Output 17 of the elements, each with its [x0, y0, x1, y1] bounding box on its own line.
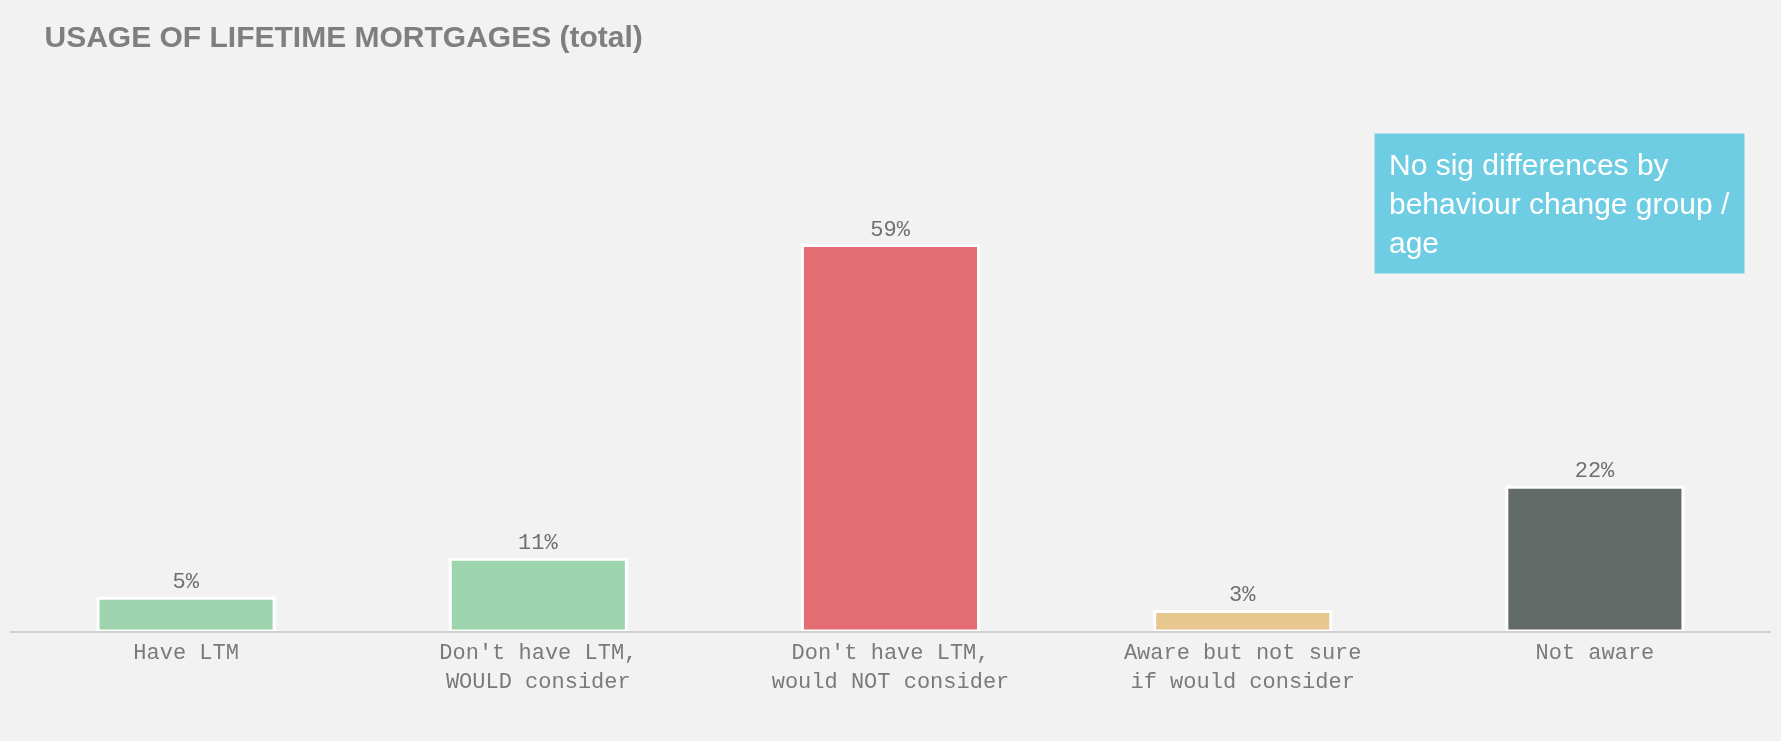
bar	[800, 244, 981, 631]
x-tick-label: Not aware	[1535, 641, 1655, 667]
data-label: 22%	[1574, 459, 1616, 485]
x-tick-label: Have LTM	[133, 641, 239, 667]
data-label: 59%	[870, 217, 911, 243]
x-tick-label: Aware but not sure if would consider	[1123, 641, 1362, 695]
data-label: 5%	[172, 570, 200, 596]
x-tick-label: Don't have LTM, would NOT consider	[771, 641, 1010, 695]
data-label: 3%	[1229, 583, 1257, 609]
bar	[1505, 485, 1685, 631]
x-tick-label: Don't have LTM, WOULD consider	[439, 641, 638, 695]
bar	[448, 557, 628, 631]
annotation: No sig differences by behaviour change group / age	[1389, 148, 1730, 259]
chart-title: USAGE OF LIFETIME MORTGAGES (total)	[44, 19, 643, 53]
bar	[1153, 609, 1333, 631]
bar	[96, 596, 276, 631]
data-label: 11%	[518, 531, 559, 557]
